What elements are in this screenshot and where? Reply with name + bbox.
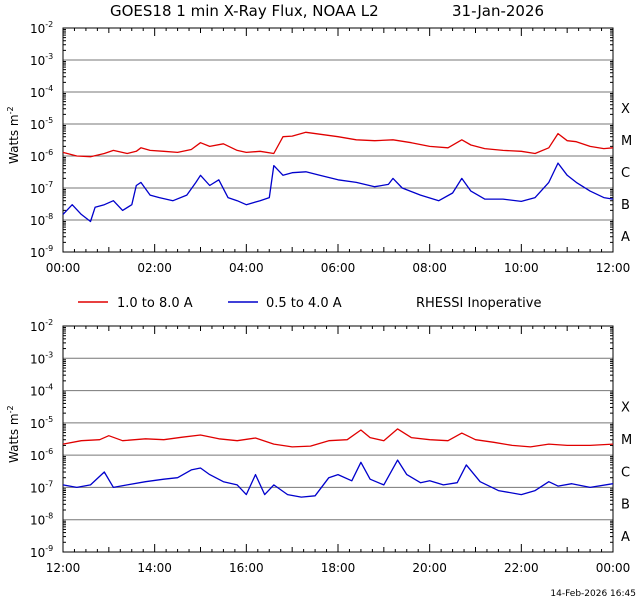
plot-frame [62, 27, 614, 253]
flare-class-label: X [621, 401, 630, 416]
y-tick-label: 10-9 [30, 244, 53, 260]
flare-class-label: B [621, 198, 630, 213]
footer-timestamp: 14-Feb-2026 16:45 [550, 589, 636, 599]
flare-class-label: M [621, 433, 632, 448]
y-axis-label: Watts m-2 [6, 106, 21, 164]
flare-class-label: A [621, 530, 630, 545]
x-tick-label: 06:00 [321, 261, 356, 275]
y-tick-label: 10-2 [30, 20, 53, 36]
x-tick-label: 02:00 [137, 261, 172, 275]
y-tick-label: 10-4 [30, 383, 53, 399]
y-tick-label: 10-5 [30, 116, 53, 132]
x-tick-label: 20:00 [412, 561, 447, 575]
top-panel: 00:00 02:00 04:00 06:00 08:00 10:00 12:00 10-2 1… [6, 20, 632, 275]
chart-title: GOES18 1 min X-Ray Flux, NOAA L2 [110, 2, 379, 20]
x-tick-label: 22:00 [504, 561, 539, 575]
x-tick-label: 00:00 [46, 261, 81, 275]
flare-class-label: C [621, 166, 630, 181]
flare-class-label: B [621, 498, 630, 513]
legend-short-label: 0.5 to 4.0 A [266, 296, 342, 311]
bottom-panel: 12:00 14:00 16:00 18:00 20:00 22:00 00:00 10-2 1… [6, 318, 632, 575]
flare-class-label: C [621, 465, 630, 480]
y-tick-label: 10-2 [30, 318, 53, 334]
y-tick-label: 10-8 [30, 212, 53, 228]
y-tick-label: 10-6 [30, 148, 53, 164]
y-tick-label: 10-3 [30, 350, 53, 366]
x-tick-label: 04:00 [229, 261, 264, 275]
legend-long-label: 1.0 to 8.0 A [117, 296, 193, 311]
chart-date: 31-Jan-2026 [452, 2, 544, 20]
x-tick-label: 16:00 [229, 561, 264, 575]
series-short-line [62, 162, 614, 223]
x-tick-label: 08:00 [412, 261, 447, 275]
x-tick-label: 18:00 [321, 561, 356, 575]
x-tick-label: 14:00 [137, 561, 172, 575]
y-tick-label: 10-8 [30, 512, 53, 528]
flare-class-label: M [621, 134, 632, 149]
y-tick-label: 10-9 [30, 544, 53, 560]
y-tick-label: 10-7 [30, 479, 53, 495]
flare-class-label: A [621, 230, 630, 245]
x-tick-label: 12:00 [596, 261, 631, 275]
y-tick-label: 10-4 [30, 84, 53, 100]
series-long-line [62, 131, 614, 158]
legend: 1.0 to 8.0 A 0.5 to 4.0 A RHESSI Inopera… [78, 296, 541, 311]
y-tick-label: 10-5 [30, 415, 53, 431]
x-tick-label: 10:00 [504, 261, 539, 275]
flare-class-label: X [621, 102, 630, 117]
y-tick-label: 10-7 [30, 180, 53, 196]
y-tick-label: 10-3 [30, 52, 53, 68]
x-tick-label: 00:00 [596, 561, 631, 575]
series-short-line [62, 459, 614, 498]
rhessi-note: RHESSI Inoperative [416, 296, 541, 311]
y-tick-label: 10-6 [30, 447, 53, 463]
y-axis-label: Watts m-2 [6, 405, 21, 463]
x-tick-label: 12:00 [46, 561, 81, 575]
series-long-line [62, 428, 614, 448]
